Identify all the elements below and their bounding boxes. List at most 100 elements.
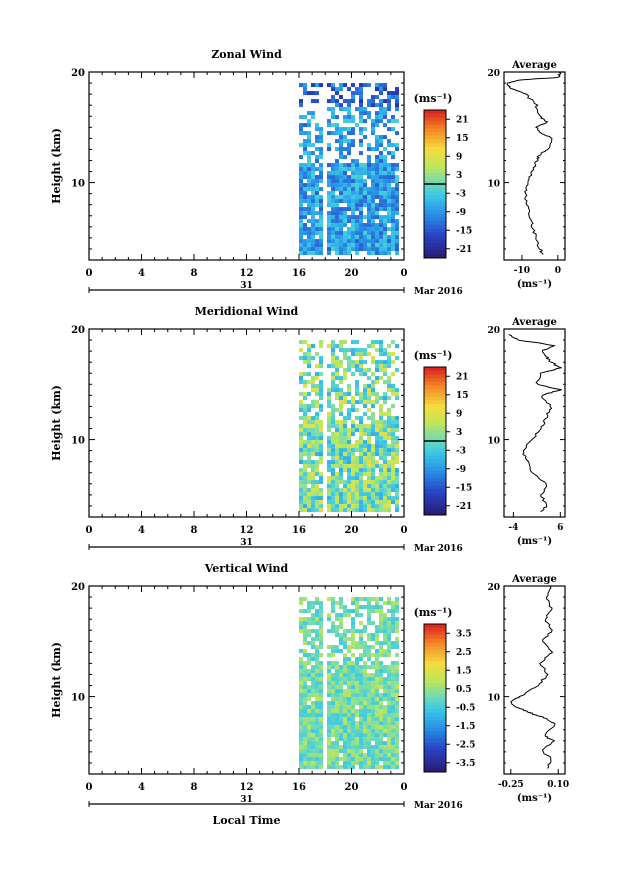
heatmap-cell bbox=[327, 476, 331, 481]
heatmap-cell bbox=[343, 444, 347, 449]
heatmap-cell bbox=[327, 597, 331, 602]
heatmap-cell bbox=[307, 119, 311, 124]
heatmap-cell bbox=[387, 207, 391, 212]
heatmap-cell bbox=[359, 669, 363, 674]
heatmap-cell bbox=[359, 127, 363, 132]
heatmap-cell bbox=[367, 211, 371, 216]
heatmap-cell bbox=[359, 633, 363, 638]
heatmap-cell bbox=[395, 344, 399, 349]
heatmap-cell bbox=[315, 203, 319, 208]
heatmap-cell bbox=[387, 171, 391, 176]
heatmap-cell bbox=[383, 247, 387, 252]
heatmap-cell bbox=[367, 396, 371, 401]
heatmap-cell bbox=[395, 757, 399, 762]
heatmap-cell bbox=[335, 677, 339, 682]
heatmap-cell bbox=[379, 215, 383, 220]
heatmap-cell bbox=[379, 749, 383, 754]
heatmap-cell bbox=[331, 488, 335, 493]
heatmap-cell bbox=[363, 223, 367, 228]
heatmap-cell bbox=[311, 741, 315, 746]
heatmap-cell bbox=[311, 199, 315, 204]
heatmap-cell bbox=[327, 436, 331, 441]
heatmap-cell bbox=[359, 504, 363, 509]
heatmap-cell bbox=[391, 765, 395, 770]
heatmap-cell bbox=[383, 629, 387, 634]
heatmap-cell bbox=[351, 340, 355, 345]
heatmap-cell bbox=[327, 725, 331, 730]
heatmap-cell bbox=[391, 484, 395, 489]
heatmap-cell bbox=[347, 472, 351, 477]
heatmap-cell bbox=[335, 203, 339, 208]
heatmap-cell bbox=[387, 396, 391, 401]
heatmap-cell bbox=[375, 428, 379, 433]
heatmap-cell bbox=[299, 705, 303, 710]
heatmap-cell bbox=[379, 251, 383, 256]
y-tick-label: 10 bbox=[71, 436, 85, 447]
heatmap-cell bbox=[335, 424, 339, 429]
heatmap-cell bbox=[391, 745, 395, 750]
colorbar-tick-label: -0.5 bbox=[456, 703, 475, 713]
heatmap-cell bbox=[315, 649, 319, 654]
heatmap-cell bbox=[311, 677, 315, 682]
heatmap-cell bbox=[343, 504, 347, 509]
heatmap-cell bbox=[383, 231, 387, 236]
heatmap-cell bbox=[327, 195, 331, 200]
heatmap-cell bbox=[387, 504, 391, 509]
heatmap-cell bbox=[367, 765, 371, 770]
heatmap-cell bbox=[383, 649, 387, 654]
heatmap-cell bbox=[331, 171, 335, 176]
heatmap-cell bbox=[303, 243, 307, 248]
heatmap-cell bbox=[379, 135, 383, 140]
heatmap-cell bbox=[319, 179, 323, 184]
heatmap-cell bbox=[375, 143, 379, 148]
heatmap-cell bbox=[383, 107, 387, 112]
heatmap-cell bbox=[303, 621, 307, 626]
heatmap-cell bbox=[363, 368, 367, 373]
heatmap-cell bbox=[391, 211, 395, 216]
heatmap-cell bbox=[379, 207, 383, 212]
heatmap-cell bbox=[395, 709, 399, 714]
heatmap-cell bbox=[383, 476, 387, 481]
heatmap-cell bbox=[307, 689, 311, 694]
heatmap-cell bbox=[343, 468, 347, 473]
heatmap-cell bbox=[383, 757, 387, 762]
heatmap-cell bbox=[351, 396, 355, 401]
heatmap-cell bbox=[315, 597, 319, 602]
heatmap-cell bbox=[383, 665, 387, 670]
heatmap-cell bbox=[355, 488, 359, 493]
heatmap-cell bbox=[303, 625, 307, 630]
heatmap-cell bbox=[331, 231, 335, 236]
heatmap-cell bbox=[315, 167, 319, 172]
heatmap-cell bbox=[327, 388, 331, 393]
heatmap-cell bbox=[327, 396, 331, 401]
heatmap-cell bbox=[303, 352, 307, 357]
heatmap-cell bbox=[311, 709, 315, 714]
colorbar-segment bbox=[424, 132, 446, 137]
heatmap-cell bbox=[303, 360, 307, 365]
heatmap-cell bbox=[339, 235, 343, 240]
heatmap-cell bbox=[315, 123, 319, 128]
heatmap-cell bbox=[311, 721, 315, 726]
heatmap-cell bbox=[331, 356, 335, 361]
heatmap-cell bbox=[371, 681, 375, 686]
heatmap-cell bbox=[347, 356, 351, 361]
heatmap-cell bbox=[363, 709, 367, 714]
heatmap-cell bbox=[383, 492, 387, 497]
heatmap-cell bbox=[347, 203, 351, 208]
heatmap-cell bbox=[347, 239, 351, 244]
heatmap-cell bbox=[355, 500, 359, 505]
heatmap-cell bbox=[307, 239, 311, 244]
heatmap-cell bbox=[359, 713, 363, 718]
heatmap-cell bbox=[359, 235, 363, 240]
heatmap-cell bbox=[311, 492, 315, 497]
heatmap-cell bbox=[331, 111, 335, 116]
heatmap-cell bbox=[335, 508, 339, 513]
heatmap-cell bbox=[307, 372, 311, 377]
heatmap-cell bbox=[311, 187, 315, 192]
heatmap-cell bbox=[351, 231, 355, 236]
heatmap-cell bbox=[299, 681, 303, 686]
heatmap-cell bbox=[387, 175, 391, 180]
heatmap-cell bbox=[375, 681, 379, 686]
heatmap-cell bbox=[335, 613, 339, 618]
heatmap-cell bbox=[331, 689, 335, 694]
